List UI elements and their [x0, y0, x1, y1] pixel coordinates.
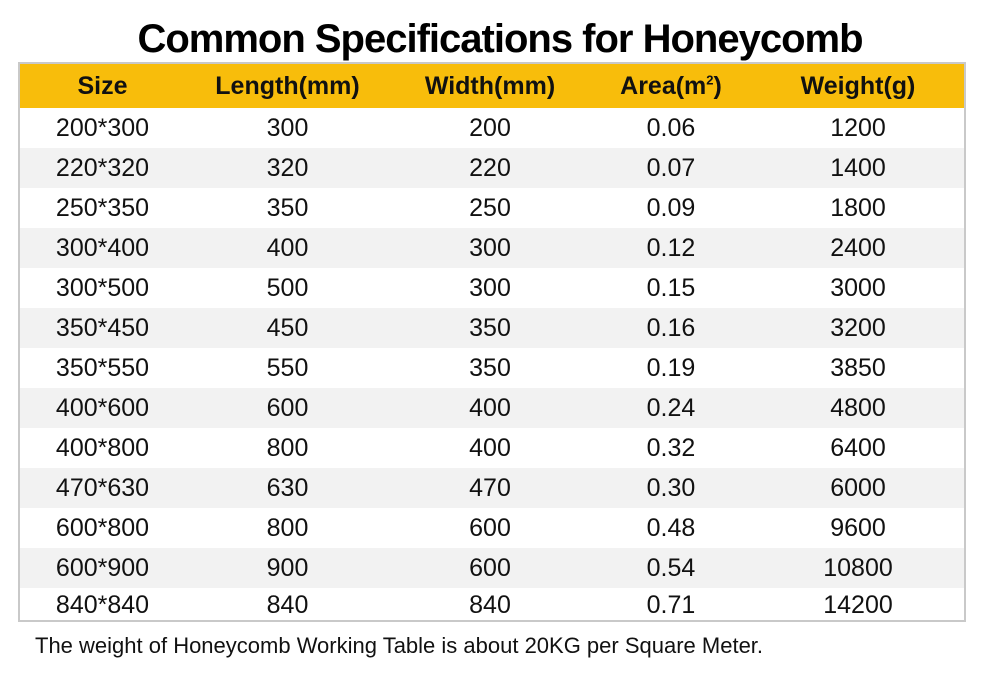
cell-size: 200*300 [55, 113, 150, 142]
header-weight: Weight(g) [800, 71, 916, 100]
header-area: Area(m2) [590, 64, 752, 108]
cell-size: 350*550 [55, 353, 150, 382]
table-row: 400*800 800 400 0.32 6400 [20, 428, 964, 468]
cell-area: 0.54 [646, 553, 696, 582]
cell-length: 550 [266, 353, 309, 382]
cell-size: 300*400 [55, 233, 150, 262]
page-title: Common Specifications for Honeycomb [137, 17, 863, 61]
cell-weight: 1400 [830, 153, 886, 182]
cell-width: 470 [469, 473, 511, 502]
cell-area: 0.06 [646, 113, 696, 142]
cell-weight: 14200 [823, 590, 893, 619]
cell-size: 470*630 [55, 473, 150, 502]
cell-length: 630 [266, 473, 309, 502]
cell-length: 400 [266, 233, 309, 262]
cell-weight: 9600 [830, 513, 886, 542]
table-row: 350*450 450 350 0.16 3200 [20, 308, 964, 348]
cell-area: 0.71 [646, 590, 696, 619]
spec-table-container: Size Length(mm) Width(mm) Area(m2) Weigh… [18, 62, 966, 622]
table-row: 600*900 900 600 0.54 10800 [20, 548, 964, 588]
cell-weight: 1800 [830, 193, 886, 222]
table-row: 300*400 400 300 0.12 2400 [20, 228, 964, 268]
table-row: 250*350 350 250 0.09 1800 [20, 188, 964, 228]
table-row: 300*500 500 300 0.15 3000 [20, 268, 964, 308]
header-area-close: ) [713, 71, 722, 100]
cell-length: 900 [266, 553, 309, 582]
header-size: Size [77, 71, 128, 100]
cell-weight: 10800 [823, 553, 893, 582]
cell-length: 600 [266, 393, 309, 422]
header-width: Width(mm) [424, 71, 556, 100]
cell-weight: 6400 [830, 433, 886, 462]
cell-length: 450 [266, 313, 309, 342]
cell-width: 250 [469, 193, 511, 222]
cell-length: 840 [266, 590, 309, 619]
cell-width: 840 [469, 590, 511, 619]
cell-width: 300 [469, 273, 511, 302]
table-row: 350*550 550 350 0.19 3850 [20, 348, 964, 388]
cell-length: 350 [266, 193, 309, 222]
cell-width: 400 [469, 393, 511, 422]
cell-area: 0.07 [646, 153, 696, 182]
cell-area: 0.15 [646, 273, 696, 302]
cell-area: 0.12 [646, 233, 696, 262]
cell-area: 0.30 [646, 473, 696, 502]
cell-area: 0.09 [646, 193, 696, 222]
cell-width: 350 [469, 313, 511, 342]
cell-size: 350*450 [55, 313, 150, 342]
cell-width: 300 [469, 233, 511, 262]
cell-area: 0.24 [646, 393, 696, 422]
table-row: 470*630 630 470 0.30 6000 [20, 468, 964, 508]
cell-weight: 3200 [830, 313, 886, 342]
header-area-label: Area(m [620, 71, 707, 100]
cell-size: 600*900 [55, 553, 150, 582]
header-area-superscript: 2 [706, 72, 714, 88]
cell-weight: 4800 [830, 393, 886, 422]
cell-width: 400 [469, 433, 511, 462]
cell-weight: 3850 [830, 353, 886, 382]
footnote: The weight of Honeycomb Working Table is… [35, 633, 764, 658]
cell-width: 600 [469, 513, 511, 542]
cell-weight: 6000 [830, 473, 886, 502]
table-row: 220*320 320 220 0.07 1400 [20, 148, 964, 188]
cell-size: 300*500 [55, 273, 150, 302]
table-row: 840*840 840 840 0.71 14200 [20, 588, 964, 622]
cell-size: 400*800 [55, 433, 150, 462]
cell-size: 400*600 [55, 393, 150, 422]
cell-length: 320 [266, 153, 309, 182]
cell-area: 0.32 [646, 433, 696, 462]
cell-size: 600*800 [55, 513, 150, 542]
table-row: 400*600 600 400 0.24 4800 [20, 388, 964, 428]
spec-table: Size Length(mm) Width(mm) Area(m2) Weigh… [20, 64, 964, 622]
table-row: 600*800 800 600 0.48 9600 [20, 508, 964, 548]
header-length: Length(mm) [215, 71, 360, 100]
cell-length: 300 [266, 113, 309, 142]
cell-length: 500 [266, 273, 309, 302]
cell-weight: 1200 [830, 113, 886, 142]
cell-area: 0.16 [646, 313, 696, 342]
cell-size: 220*320 [55, 153, 150, 182]
cell-size: 250*350 [55, 193, 150, 222]
cell-width: 600 [469, 553, 511, 582]
cell-area: 0.19 [646, 353, 696, 382]
cell-weight: 3000 [830, 273, 886, 302]
cell-length: 800 [266, 513, 309, 542]
cell-weight: 2400 [830, 233, 886, 262]
cell-area: 0.48 [646, 513, 696, 542]
cell-width: 200 [469, 113, 511, 142]
cell-length: 800 [266, 433, 309, 462]
cell-size: 840*840 [55, 590, 150, 619]
table-row: 200*300 300 200 0.06 1200 [20, 108, 964, 148]
cell-width: 350 [469, 353, 511, 382]
cell-width: 220 [469, 153, 511, 182]
table-header-row: Size Length(mm) Width(mm) Area(m2) Weigh… [20, 64, 964, 108]
